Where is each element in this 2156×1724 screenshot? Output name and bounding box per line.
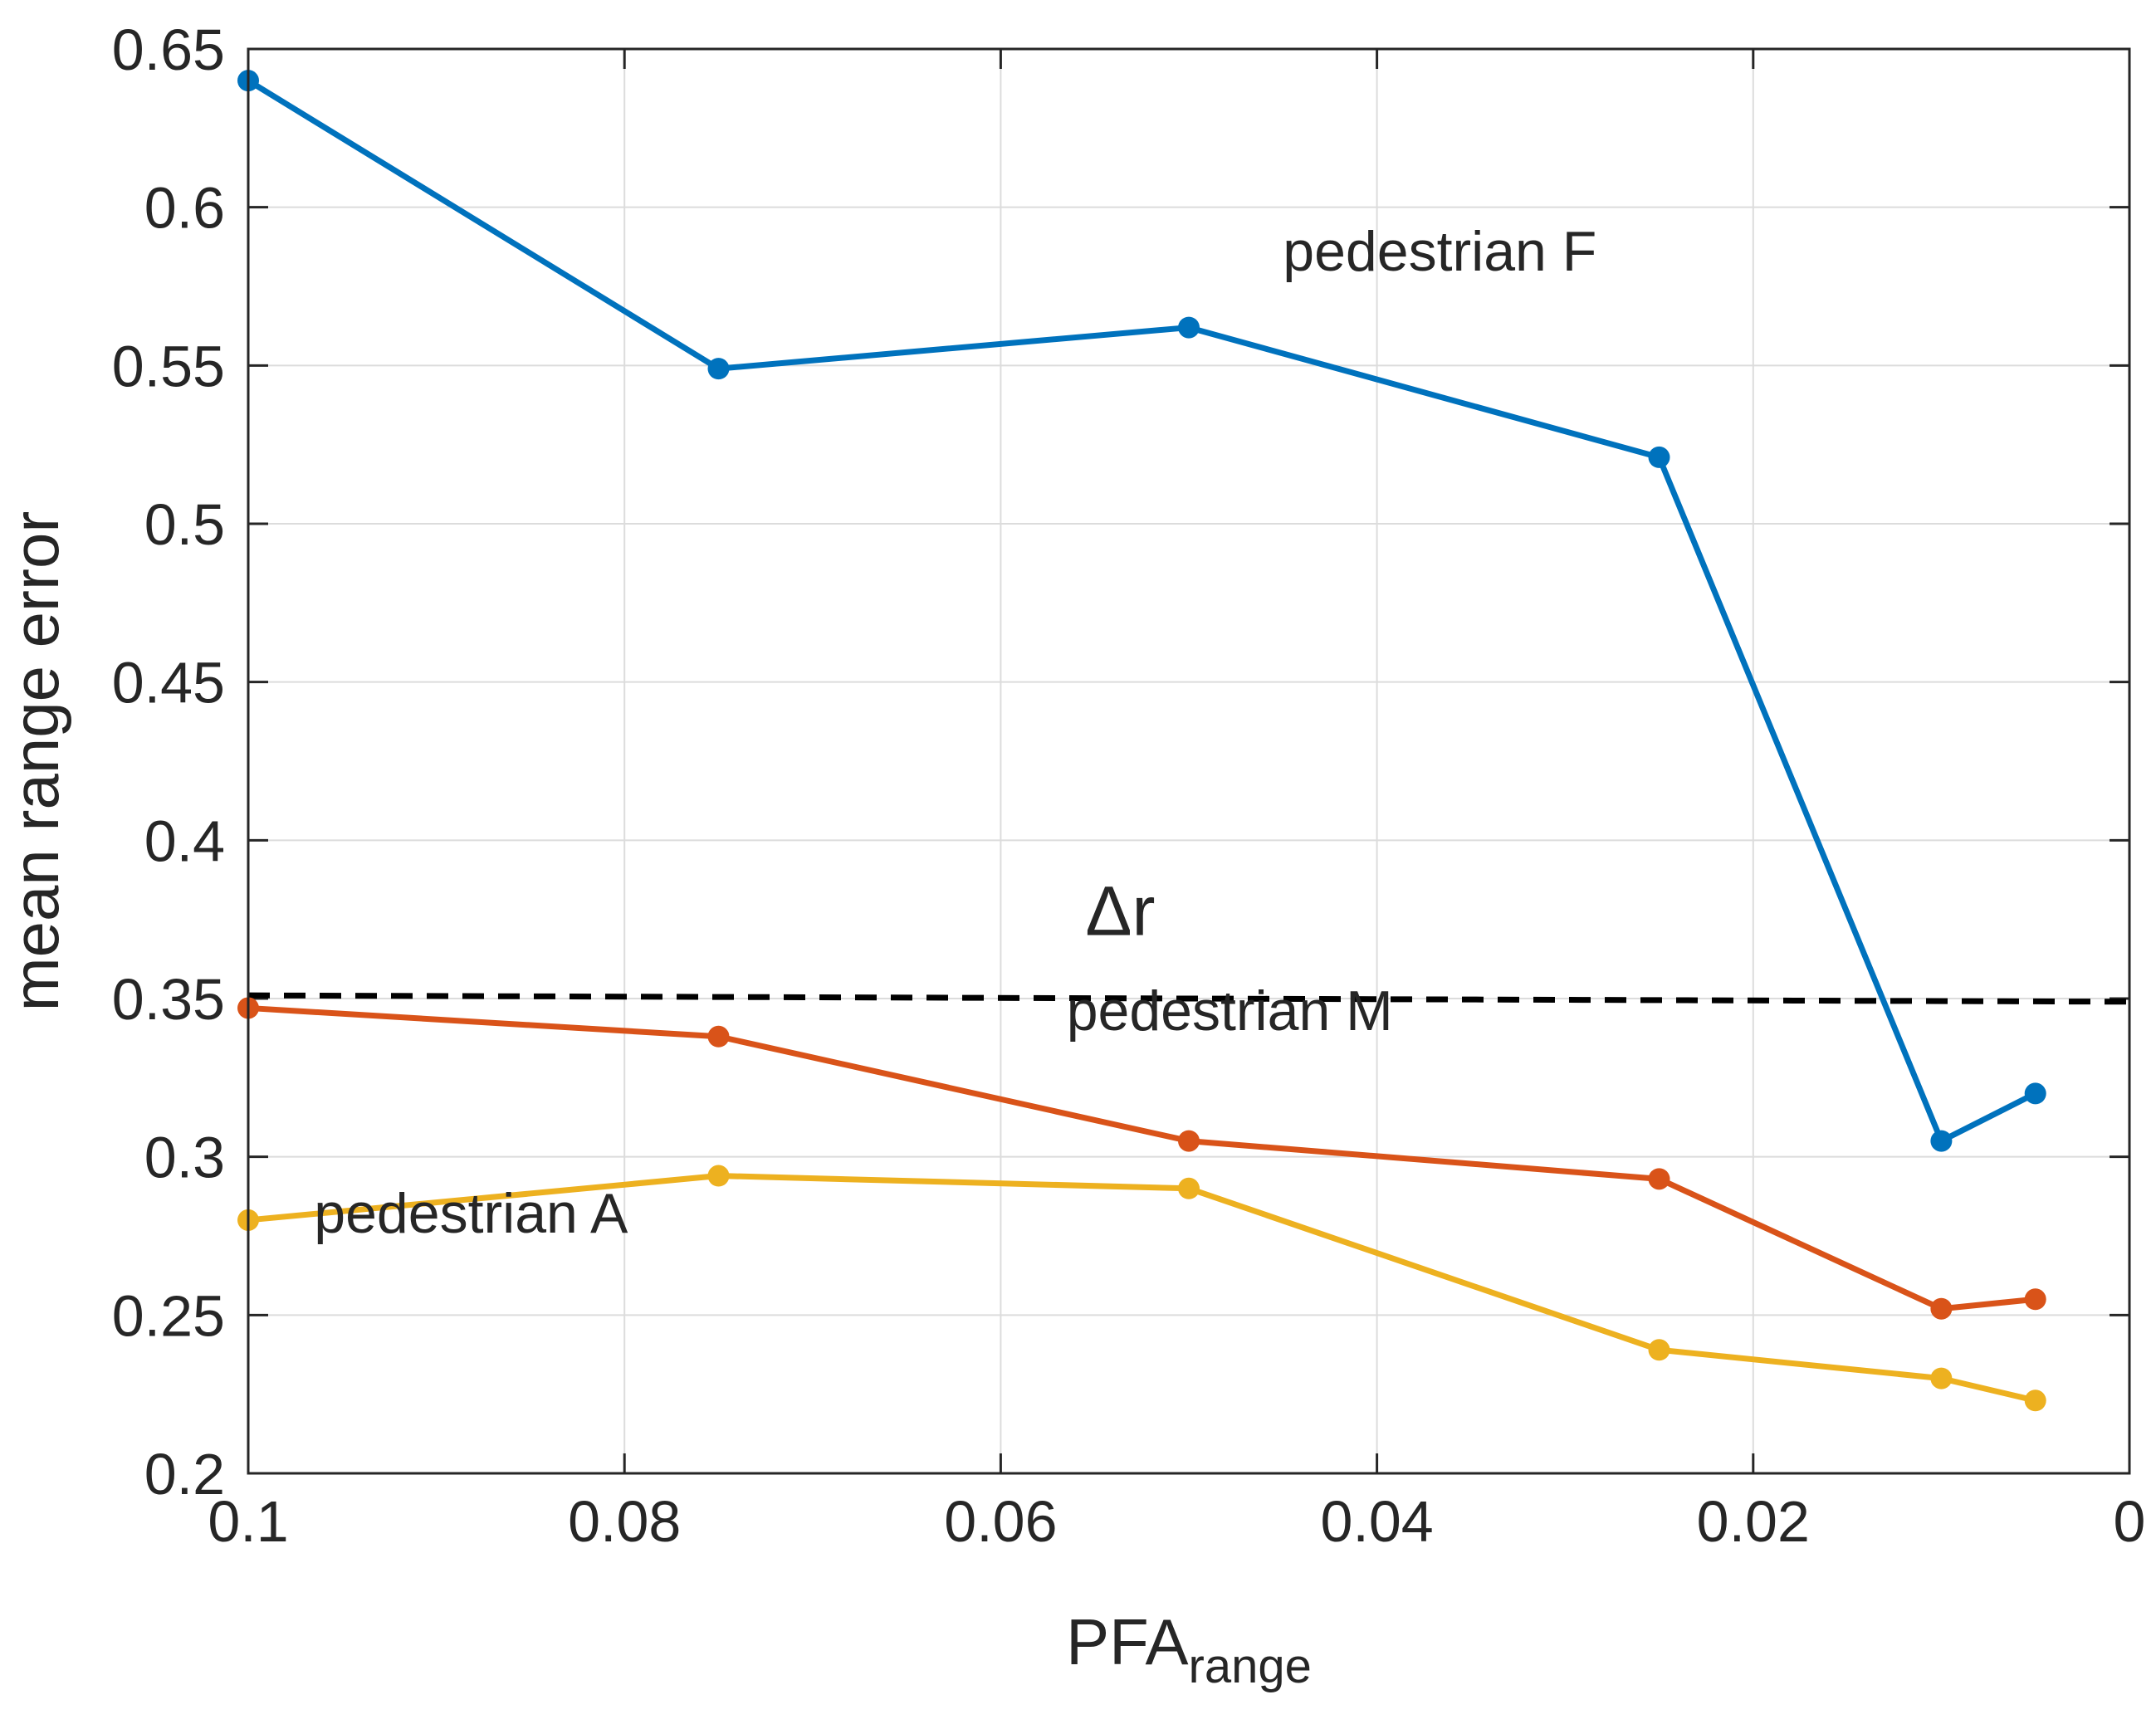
y-tick-label: 0.4 bbox=[144, 808, 225, 873]
x-axis-label-main: PFA bbox=[1066, 1605, 1188, 1678]
x-tick-label: 0.1 bbox=[208, 1489, 288, 1554]
data-point-pedestrian-f bbox=[1930, 1130, 1953, 1152]
data-point-pedestrian-m bbox=[2024, 1288, 2046, 1311]
y-tick-label: 0.5 bbox=[144, 492, 225, 557]
axis-ticks bbox=[247, 47, 2131, 1475]
y-axis-label: mean range error bbox=[0, 511, 72, 1012]
annotation-pedestrian-f: pedestrian F bbox=[1283, 220, 1596, 283]
x-tick-label: 0 bbox=[2114, 1489, 2146, 1554]
data-point-pedestrian-f bbox=[1178, 316, 1200, 339]
annotations: pedestrian F pedestrian M pedestrian A Δr bbox=[314, 220, 1596, 1245]
y-tick-label: 0.35 bbox=[112, 967, 225, 1032]
data-point-pedestrian-m bbox=[1930, 1297, 1953, 1320]
data-point-pedestrian-a bbox=[1178, 1177, 1200, 1199]
x-tick-label: 0.02 bbox=[1697, 1489, 1810, 1554]
x-axis-label-subscript: range bbox=[1189, 1639, 1312, 1693]
data-point-pedestrian-m bbox=[1648, 1168, 1670, 1190]
data-point-pedestrian-a bbox=[1930, 1367, 1953, 1389]
series-group bbox=[237, 70, 2046, 1412]
reference-line-group bbox=[247, 992, 2130, 1005]
data-point-pedestrian-m bbox=[707, 1025, 730, 1048]
series-line-pedestrian-f bbox=[245, 77, 2039, 1145]
data-point-pedestrian-f bbox=[2024, 1082, 2046, 1105]
x-tick-label: 0.08 bbox=[568, 1489, 681, 1554]
y-tick-label: 0.65 bbox=[112, 17, 225, 82]
x-tick-label: 0.06 bbox=[944, 1489, 1057, 1554]
series-pedestrian-m bbox=[237, 997, 2046, 1320]
y-tick-label: 0.6 bbox=[144, 176, 225, 241]
series-line-pedestrian-m bbox=[245, 1004, 2039, 1312]
x-tick-label: 0.04 bbox=[1320, 1489, 1433, 1554]
data-point-pedestrian-f bbox=[1648, 446, 1670, 468]
y-tick-label: 0.55 bbox=[112, 334, 225, 398]
series-line-pedestrian-a bbox=[245, 1173, 2039, 1404]
data-point-pedestrian-a bbox=[707, 1165, 730, 1187]
y-tick-label: 0.25 bbox=[112, 1283, 225, 1348]
axes-frame bbox=[247, 47, 2131, 1475]
data-point-pedestrian-f bbox=[707, 358, 730, 380]
y-tick-label: 0.45 bbox=[112, 651, 225, 715]
annotation-pedestrian-a: pedestrian A bbox=[314, 1182, 628, 1245]
tick-labels: 0.1 0.08 0.06 0.04 0.02 0 0.2 0.25 0.3 0.35 0.4 0.4… bbox=[112, 17, 2146, 1554]
data-point-pedestrian-a bbox=[1648, 1339, 1670, 1361]
y-tick-label: 0.3 bbox=[144, 1126, 225, 1190]
grid-lines bbox=[247, 48, 2130, 1474]
series-pedestrian-f bbox=[237, 70, 2046, 1152]
y-tick-label: 0.2 bbox=[144, 1442, 225, 1507]
data-point-pedestrian-a bbox=[2024, 1389, 2046, 1412]
annotation-pedestrian-m: pedestrian M bbox=[1067, 979, 1393, 1043]
data-point-pedestrian-m bbox=[1178, 1130, 1200, 1152]
reference-line-delta-r bbox=[247, 992, 2130, 1005]
delta-r-label: Δr bbox=[1085, 872, 1155, 950]
x-axis-label: PFArange bbox=[1066, 1605, 1312, 1693]
